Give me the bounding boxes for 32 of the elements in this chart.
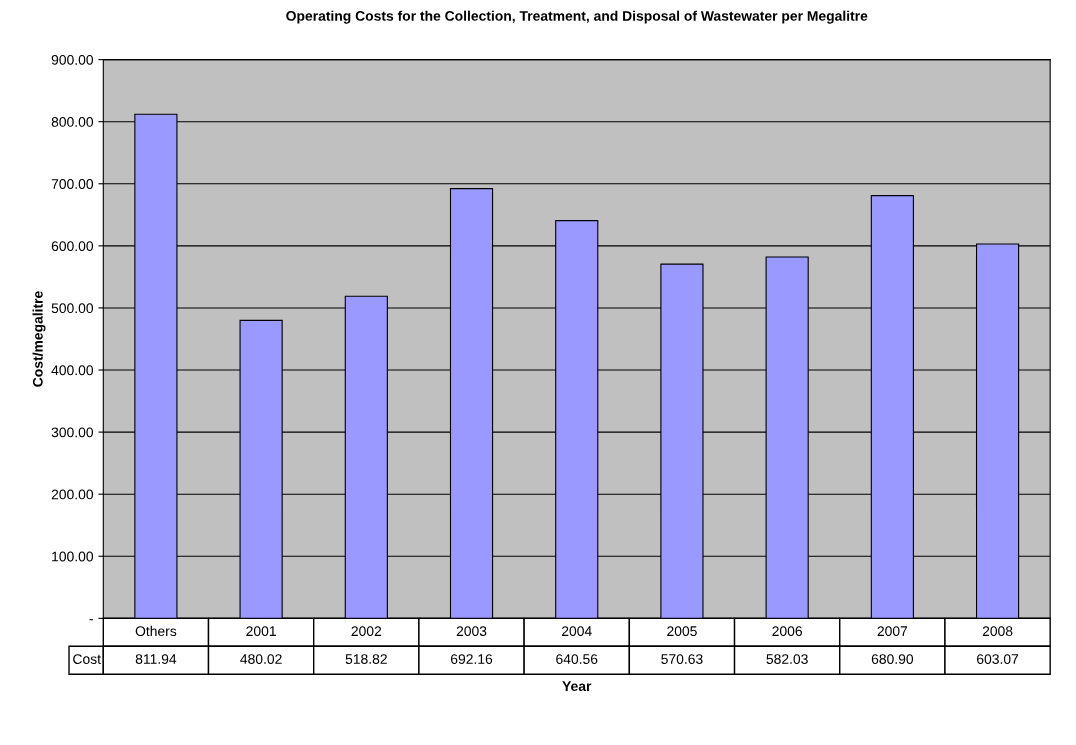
x-tick-label: 2007: [877, 626, 908, 637]
y-tick-label: 600.00: [51, 241, 94, 252]
data-label: 603.07: [977, 654, 1019, 664]
y-tick-label: 700.00: [51, 179, 94, 189]
y-tick-label: 200.00: [51, 489, 94, 500]
x-tick-label: 2001: [246, 626, 276, 637]
x-tick-label: 2004: [561, 626, 592, 637]
data-label: 582.03: [766, 654, 808, 664]
data-label: 518.82: [345, 654, 387, 664]
y-tick-label: 800.00: [51, 117, 94, 127]
y-tick-label: -: [89, 619, 93, 621]
x-tick-label: 2002: [351, 626, 382, 637]
data-label: 811.94: [135, 654, 177, 664]
text: Cost: [73, 654, 101, 664]
y-axis-title: Cost/megalitre: [32, 291, 46, 387]
y-tick-label: 900.00: [51, 54, 94, 65]
y-tick-label: 500.00: [51, 303, 94, 314]
data-label: 640.56: [556, 654, 598, 664]
data-label: 680.90: [871, 654, 914, 664]
x-tick-label: 2008: [982, 626, 1013, 637]
y-tick-label: 400.00: [51, 365, 94, 376]
x-axis-title: Year: [562, 681, 592, 692]
x-tick-label: 2005: [667, 626, 697, 637]
data-label: 692.16: [450, 654, 493, 664]
data-label: 480.02: [240, 654, 282, 664]
x-tick-label: Others: [135, 625, 177, 637]
chart-title: Operating Costs for the Collection, Treatment, and Disposal of Wastewater per Megalitre: [286, 10, 868, 24]
x-tick-label: 2006: [772, 626, 802, 637]
y-tick-label: 300.00: [51, 427, 94, 438]
data-label: 570.63: [661, 654, 703, 664]
x-tick-label: 2003: [456, 626, 487, 637]
y-tick-label: 100.00: [52, 551, 94, 562]
